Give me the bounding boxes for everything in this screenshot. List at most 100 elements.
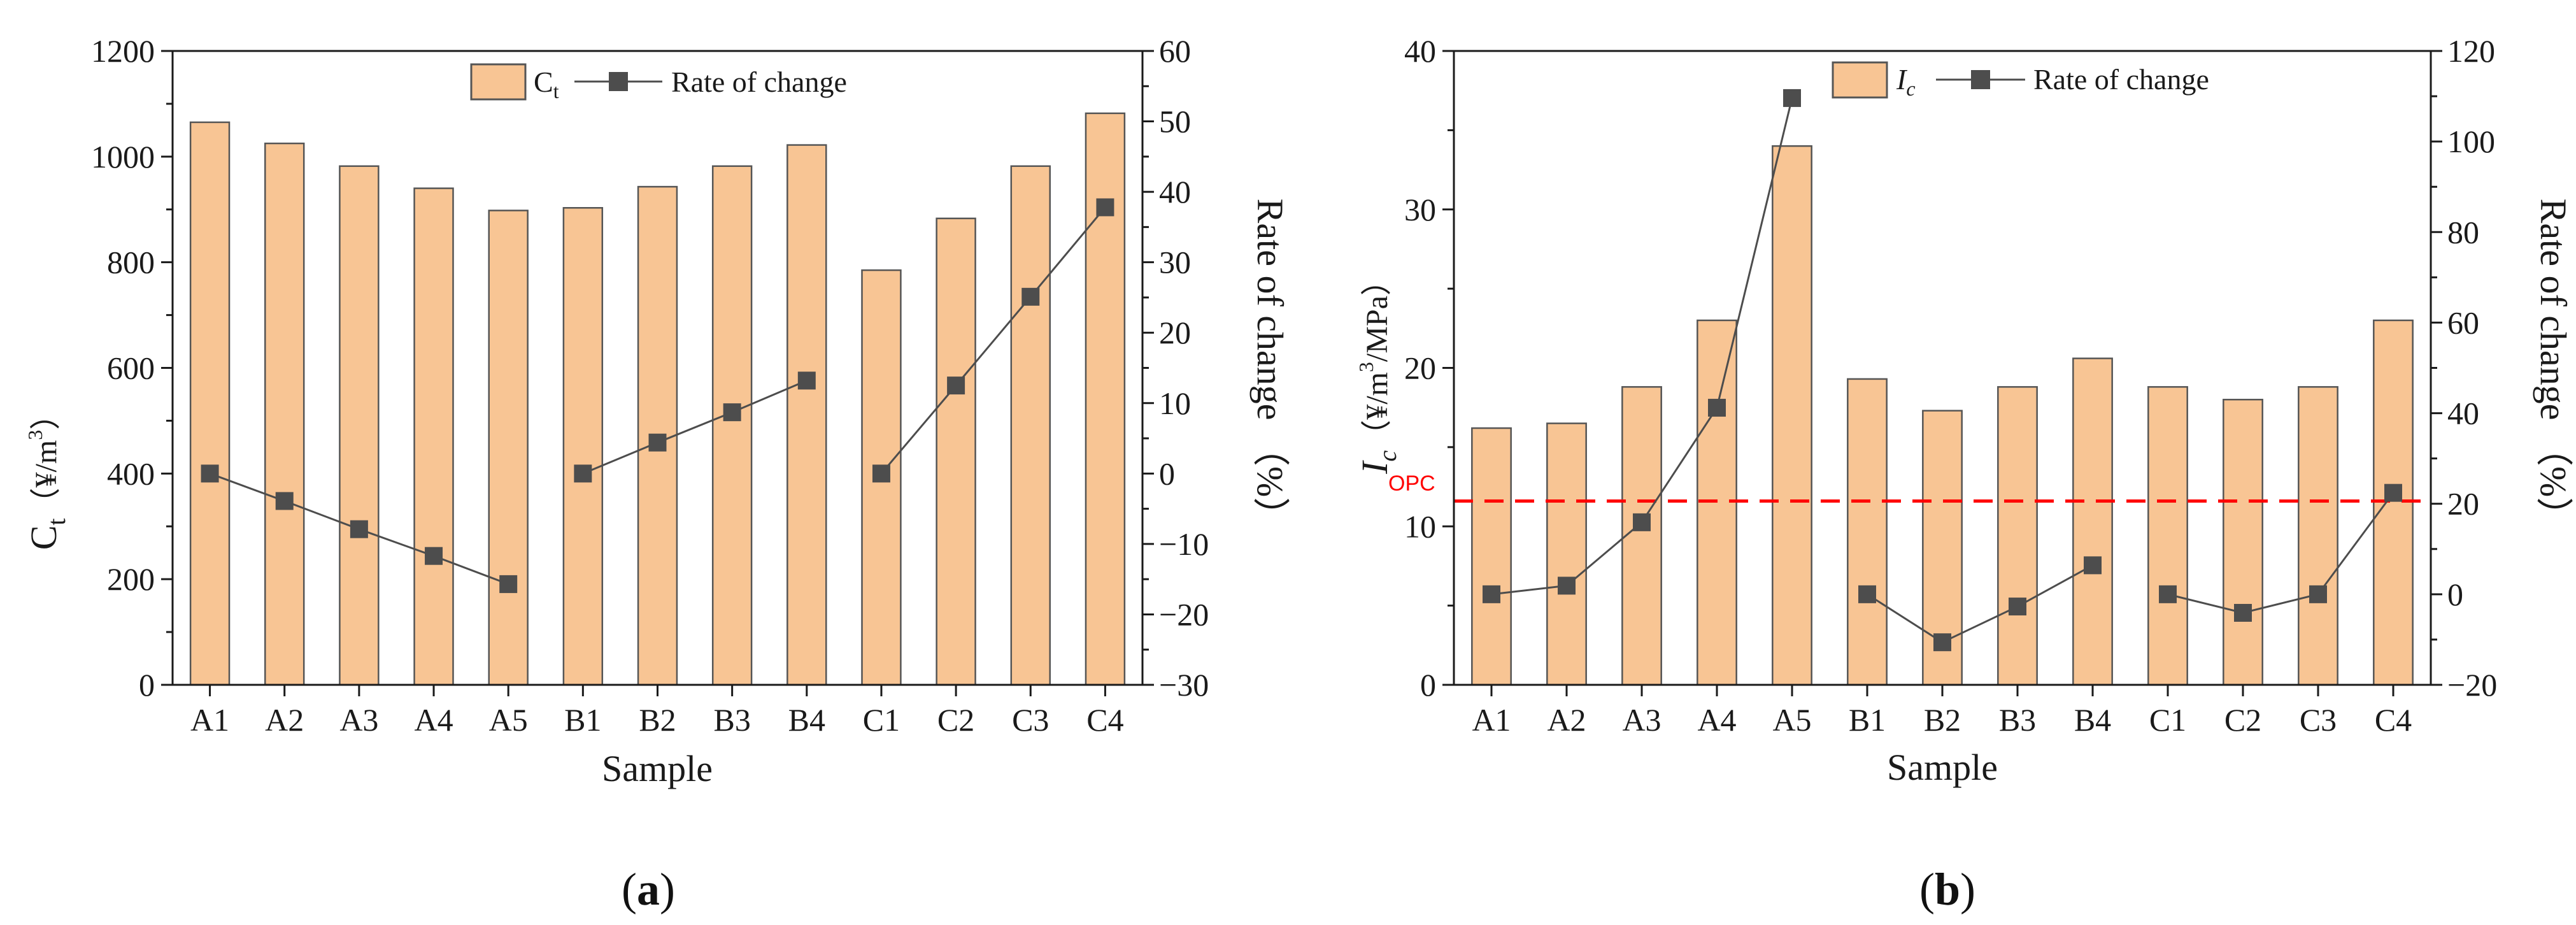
y-left-tick-label: 400 (107, 455, 155, 491)
bar-series-ic (1471, 145, 2414, 686)
bar-A5 (488, 210, 529, 686)
x-tick-label-B2: B2 (639, 702, 676, 738)
y-right-tick-label: 60 (1159, 33, 1191, 69)
y-left-tick-label: 10 (1404, 508, 1436, 544)
bar-C2 (2223, 399, 2263, 686)
bar-B3 (1997, 386, 2038, 686)
x-tick-label-C4: C4 (2375, 702, 2412, 738)
legend-bar-swatch-b (1832, 61, 1888, 99)
x-tick-label-B1: B1 (564, 702, 601, 738)
x-tick-label-A4: A4 (414, 702, 453, 738)
x-tick-label-A2: A2 (265, 702, 304, 738)
x-tick-label-C2: C2 (2224, 702, 2261, 738)
y-right-tick-label: 40 (1159, 174, 1191, 210)
rate-marker-B3 (723, 403, 741, 422)
y-right-tick-label: 30 (1159, 245, 1191, 280)
y-right-tick-label: 100 (2447, 124, 2495, 159)
rate-marker-C1 (2159, 585, 2177, 603)
rate-marker-A1 (1483, 585, 1500, 603)
x-tick-label-B1: B1 (1849, 702, 1886, 738)
y-left-tick-label: 1200 (91, 33, 155, 69)
y-left-tick-label: 20 (1404, 350, 1436, 386)
bar-A1 (1471, 427, 1512, 686)
rate-marker-B2 (1933, 633, 1951, 652)
x-tick-label-A3: A3 (339, 702, 378, 738)
rate-marker-A2 (1558, 577, 1576, 595)
y-left-tick-label: 0 (139, 667, 155, 703)
y-axis-left-title-b: Ic（¥/m3/MPa） (1354, 265, 1402, 475)
y-right-tick-label: 40 (2447, 396, 2479, 431)
rate-marker-C2 (947, 376, 965, 395)
y-left-tick-label: 600 (107, 350, 155, 386)
rate-marker-A3 (350, 520, 368, 538)
x-tick-label-B2: B2 (1924, 702, 1961, 738)
x-tick-label-A4: A4 (1697, 702, 1736, 738)
rate-marker-A4 (1708, 399, 1726, 417)
y-axis-right-title-b: Rate of change （%） (2533, 199, 2574, 534)
chart-panel-b: 0 10 20 30 40 −20 0 20 40 60 80 100 120 A1 A2 A3 A4 A5 B1 B… (1354, 33, 2574, 915)
legend-line-label-b: Rate of change (2033, 63, 2209, 96)
legend-marker-a (609, 72, 628, 91)
y-left-tick-label: 200 (107, 561, 155, 597)
opc-reference-label: OPC (1388, 471, 1435, 496)
bar-A1 (189, 121, 231, 686)
x-tick-label-C2: C2 (937, 702, 974, 738)
rate-line-B (1867, 564, 2093, 643)
x-tick-label-B4: B4 (788, 702, 825, 738)
y-right-tick-label: 50 (1159, 104, 1191, 140)
y-right-tick-label: 60 (2447, 305, 2479, 340)
bar-C1 (2147, 386, 2188, 686)
x-tick-label-C1: C1 (863, 702, 900, 738)
legend-marker-b (1971, 70, 1990, 89)
chart-panel-a: 0 200 400 600 800 1000 1200 −30 −20 −10 0 10 20 30 40 5… (23, 33, 1291, 915)
x-tick-label-C3: C3 (1012, 702, 1049, 738)
rate-marker-A3 (1633, 513, 1651, 531)
y-right-tick-label: 10 (1159, 385, 1191, 421)
y-right-tick-label: 20 (1159, 315, 1191, 350)
legend-b: Ic Rate of change (1832, 61, 2209, 100)
bar-C3 (1010, 165, 1051, 686)
rate-marker-C1 (872, 464, 890, 483)
bar-B4 (2072, 357, 2113, 686)
rate-marker-C4 (1096, 198, 1114, 217)
x-axis-title-a: Sample (602, 748, 713, 789)
x-tick-label-A5: A5 (1772, 702, 1811, 738)
ticks-b: 0 10 20 30 40 −20 0 20 40 60 80 100 120 A1 A2 A3 A4 A5 B1 B… (1404, 33, 2497, 738)
y-right-tick-label: −30 (1159, 667, 1209, 703)
rate-marker-A5 (1783, 89, 1801, 107)
rate-marker-A5 (499, 575, 518, 593)
x-tick-label-B4: B4 (2074, 702, 2111, 738)
x-tick-label-A1: A1 (1472, 702, 1511, 738)
rate-line-C (2167, 492, 2395, 614)
bar-A2 (264, 142, 305, 686)
legend-line-label-a: Rate of change (671, 66, 847, 98)
rate-marker-B2 (648, 433, 667, 452)
y-axis-left-title-a: Ct（¥/m3） (23, 399, 71, 550)
rate-marker-B1 (1858, 585, 1876, 603)
x-tick-label-B3: B3 (1999, 702, 2036, 738)
y-right-tick-label: 120 (2447, 33, 2495, 69)
x-axis-title-b: Sample (1887, 747, 1998, 788)
x-tick-label-B3: B3 (713, 702, 750, 738)
bar-A3 (1621, 386, 1662, 686)
rate-marker-B4 (797, 371, 816, 390)
y-axis-right-title-a: Rate of change （%） (1249, 199, 1291, 534)
bar-A4 (413, 187, 454, 686)
bar-B1 (1847, 378, 1888, 686)
y-right-tick-label: 20 (2447, 486, 2479, 522)
bar-B1 (562, 207, 604, 686)
legend-a: Ct Rate of change (470, 63, 847, 103)
rate-line-B (582, 380, 808, 475)
y-left-tick-label: 0 (1420, 667, 1436, 703)
y-left-tick-label: 30 (1404, 192, 1436, 227)
bar-B3 (711, 165, 753, 686)
bar-C3 (2298, 386, 2338, 686)
bar-C2 (936, 217, 976, 686)
rate-line-C (880, 206, 1106, 475)
y-right-tick-label: −10 (1159, 526, 1209, 562)
rate-marker-C4 (2384, 484, 2402, 502)
rate-marker-B3 (2009, 598, 2026, 616)
rate-marker-B4 (2084, 556, 2102, 575)
y-left-tick-label: 1000 (91, 139, 155, 175)
